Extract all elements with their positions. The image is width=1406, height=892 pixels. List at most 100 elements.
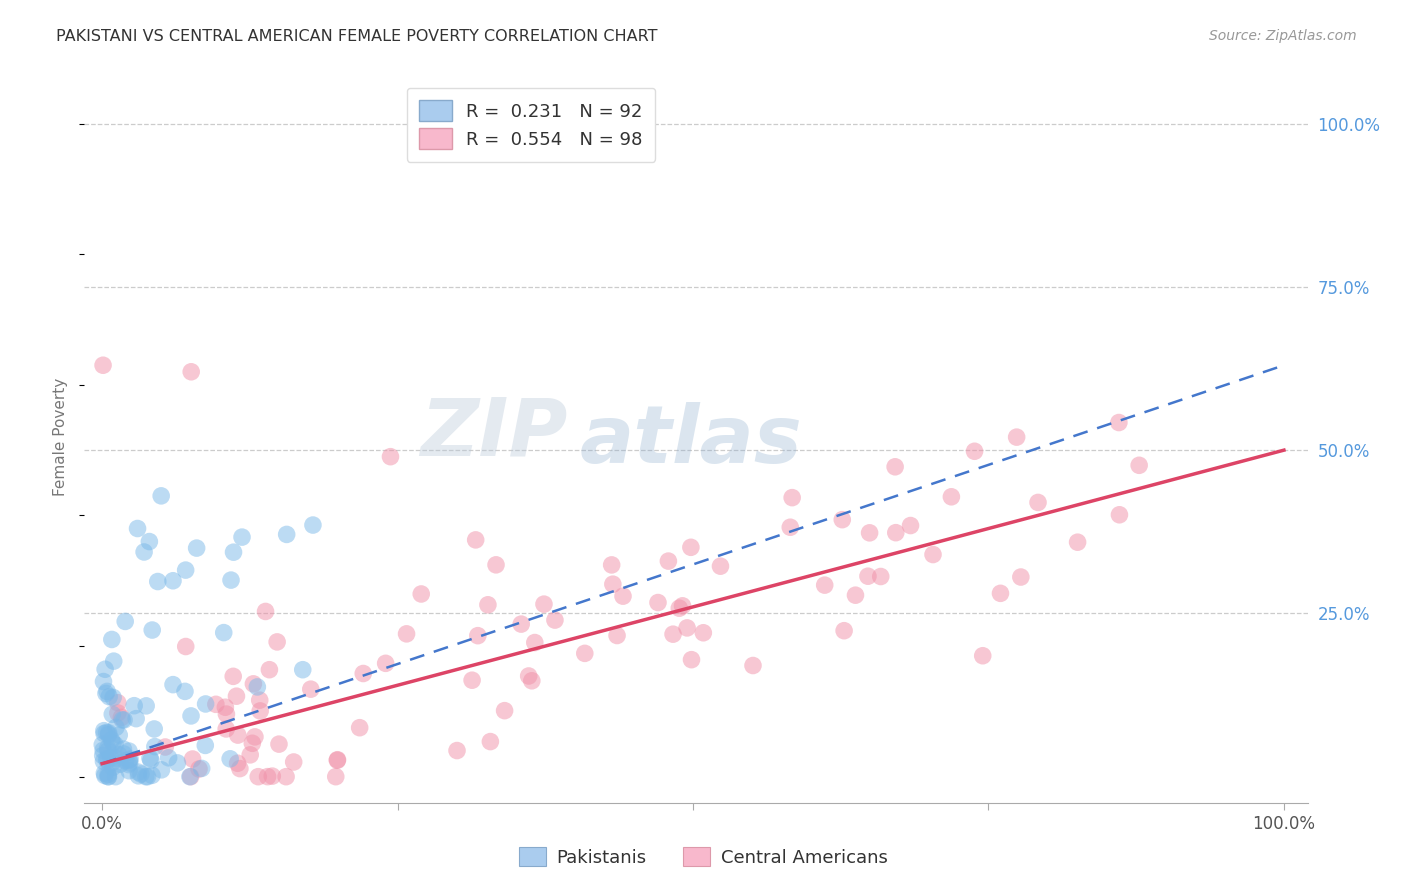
Point [96,725,118,739]
Point [136,770,159,784]
Point [225,689,247,703]
Point [125,712,148,726]
Point [114,615,136,629]
Text: atlas: atlas [579,401,803,480]
Point [395,627,418,641]
Point [97,770,120,784]
Point [972,648,994,663]
Point [742,658,765,673]
Point [662,627,685,641]
Point [162,678,184,692]
Point [256,770,278,784]
Point [105,752,128,766]
Point [101,707,124,722]
Point [602,577,624,591]
Point [180,709,202,723]
Point [112,747,135,761]
Point [600,558,623,572]
Point [222,669,245,683]
Point [485,558,508,572]
Point [1128,458,1150,473]
Point [461,673,484,688]
Point [780,491,803,505]
Point [91,743,114,757]
Point [922,548,945,562]
Point [831,513,853,527]
Point [681,653,703,667]
Point [101,760,124,774]
Point [118,764,141,778]
Point [122,698,145,713]
Point [325,770,347,784]
Point [1108,416,1130,430]
Point [657,554,679,568]
Point [150,763,173,777]
Point [302,518,325,533]
Point [100,751,122,765]
Text: ZIP: ZIP [420,394,568,473]
Point [479,734,502,748]
Point [186,541,208,555]
Point [249,704,271,718]
Point [231,530,253,544]
Point [219,752,242,766]
Point [274,770,297,784]
Point [844,588,866,602]
Point [118,744,141,758]
Point [101,690,124,705]
Point [107,696,129,710]
Point [143,739,166,754]
Point [91,748,114,763]
Point [326,753,349,767]
Point [174,640,197,654]
Point [352,666,374,681]
Point [215,707,238,722]
Point [127,521,149,535]
Point [254,604,277,618]
Point [174,684,197,698]
Point [141,623,163,637]
Point [205,698,228,712]
Point [990,586,1012,600]
Point [135,770,157,784]
Point [239,747,262,762]
Point [104,770,127,784]
Point [858,525,880,540]
Point [1005,430,1028,444]
Point [1026,495,1049,509]
Point [194,697,217,711]
Point [229,762,252,776]
Point [647,596,669,610]
Point [671,599,693,613]
Point [212,625,235,640]
Point [101,632,124,647]
Point [243,730,266,744]
Point [276,527,298,541]
Point [129,767,152,781]
Point [94,686,117,700]
Point [96,754,118,768]
Point [108,757,131,772]
Point [139,751,162,765]
Point [240,736,263,750]
Point [214,700,236,714]
Point [242,677,264,691]
Point [108,728,131,742]
Point [884,525,907,540]
Text: PAKISTANI VS CENTRAL AMERICAN FEMALE POVERTY CORRELATION CHART: PAKISTANI VS CENTRAL AMERICAN FEMALE POV… [56,29,658,44]
Point [226,756,249,771]
Point [814,578,837,592]
Point [97,744,120,758]
Point [267,737,290,751]
Point [222,545,245,559]
Point [101,736,124,750]
Point [477,598,499,612]
Point [668,601,690,615]
Point [135,698,157,713]
Point [94,662,117,676]
Point [446,743,468,757]
Point [262,769,284,783]
Point [1066,535,1088,549]
Point [139,753,162,767]
Point [127,769,149,783]
